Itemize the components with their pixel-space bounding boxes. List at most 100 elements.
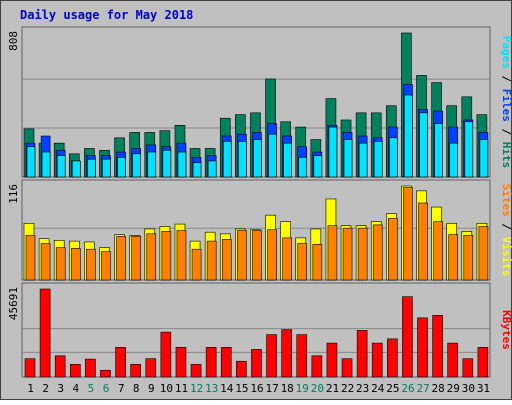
bar-pages-19 — [298, 157, 308, 178]
x-label-4: 4 — [73, 382, 80, 395]
bar-sites-2 — [40, 243, 51, 281]
bar-sites-27 — [418, 202, 428, 281]
x-axis-day-labels: 1 2 3 4 5 6 7 8 9 10 11 12 13 14 15 16 17 18 19 20 21 22 23 24 2… — [27, 382, 490, 395]
bar-sites-12 — [191, 248, 202, 281]
bar-sites-6 — [101, 251, 111, 281]
bar-kbytes-4 — [69, 363, 81, 378]
bar-pages-16 — [253, 139, 262, 178]
bar-sites-9 — [146, 233, 157, 281]
bar-kbytes-12 — [190, 363, 202, 378]
bar-pages-4 — [71, 160, 81, 178]
bar-sites-20 — [312, 244, 323, 281]
x-label-15: 15 — [235, 382, 248, 395]
bar-kbytes-13 — [205, 347, 217, 378]
bar-sites-29 — [448, 234, 459, 281]
x-label-3: 3 — [57, 382, 64, 395]
bar-kbytes-14 — [220, 347, 232, 378]
x-label-16: 16 — [250, 382, 263, 395]
bar-pages-28 — [434, 123, 443, 178]
bar-pages-30 — [464, 121, 474, 178]
bar-kbytes-10 — [160, 331, 172, 378]
series-pages — [26, 94, 489, 178]
bar-pages-13 — [207, 160, 217, 178]
legend-pages: Pages — [500, 36, 512, 69]
legend-kbytes: KBytes — [500, 310, 512, 350]
x-label-1: 1 — [27, 382, 34, 395]
bar-sites-28 — [433, 221, 443, 281]
bar-sites-22 — [342, 227, 353, 281]
bar-pages-15 — [238, 141, 247, 178]
bar-pages-1 — [26, 146, 36, 178]
bar-sites-11 — [176, 230, 187, 281]
panel-3: 45691 KBytes — [7, 282, 512, 378]
bar-sites-15 — [237, 230, 247, 281]
bar-pages-8 — [132, 153, 141, 178]
panel-3-ytick-max: 45691 — [7, 287, 20, 320]
bar-kbytes-6 — [100, 369, 111, 378]
bar-sites-13 — [206, 240, 217, 281]
bar-pages-21 — [328, 126, 338, 178]
x-label-20: 20 — [311, 382, 324, 395]
bar-sites-26 — [403, 187, 413, 281]
legend-visits: Visits — [500, 237, 512, 277]
x-label-9: 9 — [148, 382, 155, 395]
legend-sites: Sites — [500, 184, 512, 217]
bar-pages-3 — [56, 155, 66, 178]
bar-sites-8 — [131, 235, 141, 281]
bar-pages-22 — [343, 139, 353, 178]
series-kbytes — [24, 288, 489, 378]
x-label-8: 8 — [133, 382, 140, 395]
bar-sites-14 — [221, 239, 232, 281]
bar-kbytes-2 — [39, 288, 51, 378]
bar-kbytes-23 — [356, 330, 368, 378]
x-label-24: 24 — [371, 382, 385, 395]
bar-kbytes-25 — [387, 338, 398, 378]
x-label-25: 25 — [386, 382, 399, 395]
bar-sites-19 — [297, 243, 308, 281]
bar-pages-6 — [102, 158, 111, 178]
bar-kbytes-9 — [145, 358, 157, 378]
x-label-11: 11 — [175, 382, 188, 395]
bar-kbytes-11 — [175, 347, 187, 378]
bar-pages-25 — [389, 137, 398, 178]
x-label-26: 26 — [401, 382, 414, 395]
bar-pages-9 — [147, 151, 157, 178]
bar-kbytes-5 — [85, 358, 96, 378]
bar-kbytes-29 — [447, 342, 459, 378]
bar-pages-27 — [419, 112, 428, 178]
bar-kbytes-18 — [281, 329, 292, 378]
bar-pages-23 — [358, 142, 368, 178]
bar-sites-17 — [267, 229, 277, 281]
bar-sites-24 — [372, 224, 383, 281]
bar-sites-25 — [388, 218, 398, 281]
x-label-31: 31 — [477, 382, 490, 395]
legend-hits: Hits — [500, 142, 512, 169]
bar-sites-23 — [357, 227, 368, 281]
bar-sites-7 — [116, 235, 126, 281]
bar-pages-12 — [192, 162, 202, 178]
x-label-30: 30 — [462, 382, 475, 395]
bar-kbytes-1 — [24, 358, 36, 378]
panel-2-ytick-max: 116 — [7, 184, 20, 204]
bar-kbytes-24 — [371, 342, 383, 378]
bar-sites-5 — [86, 248, 96, 281]
series-sites — [25, 187, 489, 281]
panel-2: 116 Sites / Visits — [7, 179, 512, 281]
panel-1-legend-label: Pages / Files / Hits — [500, 36, 512, 169]
x-label-23: 23 — [356, 382, 369, 395]
x-label-10: 10 — [160, 382, 173, 395]
bar-pages-29 — [449, 142, 459, 178]
bar-pages-2 — [41, 151, 51, 178]
chart-title: Daily usage for May 2018 — [20, 8, 193, 22]
x-label-28: 28 — [432, 382, 445, 395]
bar-sites-21 — [327, 225, 338, 281]
bar-kbytes-27 — [417, 317, 428, 378]
bar-pages-18 — [283, 142, 292, 178]
panel-1: 808 Pages / Files / Hits — [7, 26, 512, 178]
bar-kbytes-3 — [54, 355, 66, 378]
bar-sites-3 — [55, 247, 66, 281]
bar-kbytes-26 — [402, 296, 413, 378]
bar-sites-4 — [70, 248, 81, 281]
